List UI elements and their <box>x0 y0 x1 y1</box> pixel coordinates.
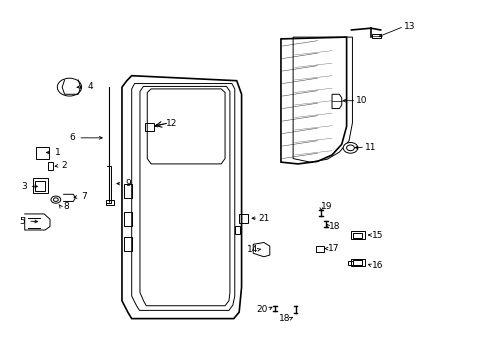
Bar <box>144 123 153 131</box>
Text: 7: 7 <box>81 192 87 201</box>
Bar <box>123 184 131 198</box>
Text: 1: 1 <box>55 148 61 157</box>
Bar <box>47 162 53 170</box>
Text: 5: 5 <box>20 217 25 226</box>
Text: 6: 6 <box>69 133 75 142</box>
Text: 19: 19 <box>321 202 332 211</box>
Bar <box>234 226 239 234</box>
Text: 20: 20 <box>256 305 267 314</box>
Bar <box>123 237 131 251</box>
Text: 12: 12 <box>165 119 177 128</box>
Bar <box>353 260 362 265</box>
Bar <box>351 258 365 266</box>
Text: 13: 13 <box>403 22 415 31</box>
Text: 8: 8 <box>63 202 69 211</box>
Bar <box>106 200 114 205</box>
Text: 17: 17 <box>327 244 339 253</box>
Polygon shape <box>331 94 341 109</box>
Bar <box>353 233 362 238</box>
Text: 15: 15 <box>371 230 383 239</box>
Text: 10: 10 <box>356 96 367 105</box>
Text: 11: 11 <box>365 143 376 152</box>
Text: 18: 18 <box>278 314 289 323</box>
Text: 9: 9 <box>124 179 130 188</box>
Bar <box>351 231 365 239</box>
Bar <box>33 178 47 193</box>
Text: 18: 18 <box>328 222 340 231</box>
Text: 14: 14 <box>246 245 258 254</box>
Polygon shape <box>253 243 269 257</box>
Bar <box>36 147 48 158</box>
Bar <box>347 261 352 265</box>
Text: 4: 4 <box>87 82 93 91</box>
Bar <box>238 214 248 223</box>
Text: 21: 21 <box>258 214 269 223</box>
Text: 3: 3 <box>21 182 26 191</box>
Bar <box>35 181 45 191</box>
Text: 2: 2 <box>61 161 67 170</box>
Bar <box>371 33 380 38</box>
Bar <box>123 212 131 226</box>
Circle shape <box>343 143 357 153</box>
Text: 16: 16 <box>371 261 383 270</box>
Bar <box>316 246 324 252</box>
